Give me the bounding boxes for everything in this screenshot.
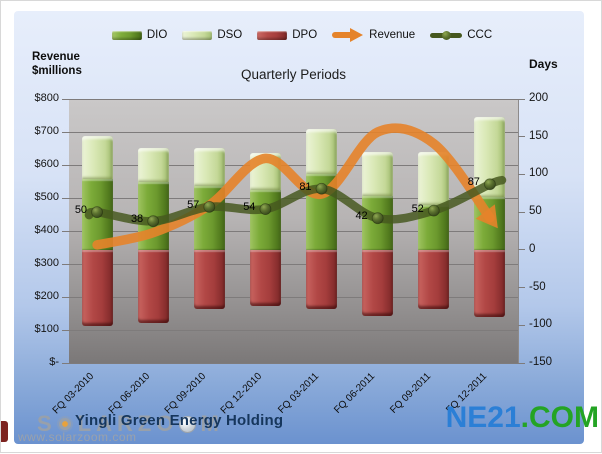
right-axis-tick [518, 287, 525, 289]
bar-segment-dpo [81, 249, 113, 327]
right-axis-tick [518, 211, 525, 213]
x-axis-label: FQ 06-2011 [331, 370, 377, 416]
right-axis-tick [518, 362, 525, 364]
left-axis-tick-label: $700 [34, 125, 59, 137]
right-axis-tick [518, 98, 525, 100]
right-axis-tick [518, 173, 525, 175]
legend-label-revenue: Revenue [369, 29, 416, 41]
right-axis-tick [518, 136, 525, 138]
ccc-data-label: 38 [130, 213, 144, 226]
bar-segment-dio [249, 189, 281, 250]
dso-swatch-icon [182, 30, 213, 40]
globe-icon [178, 415, 196, 433]
right-axis-tick-label: -50 [529, 280, 546, 293]
bar-segment-dso [81, 135, 113, 179]
legend-item-dio: DIO [111, 29, 168, 41]
left-axis-tick-label: $600 [34, 158, 59, 170]
revenue-arrow-icon [332, 28, 364, 42]
gridline [62, 230, 518, 232]
ccc-data-label: 50 [74, 204, 88, 217]
solarzoom-watermark: S LARZO M [37, 411, 224, 436]
left-axis-tick-label: $500 [34, 191, 59, 203]
bar-segment-dpo [474, 249, 506, 317]
x-axis-label: FQ 09-2011 [388, 370, 433, 416]
left-axis-tick-label: $200 [34, 290, 59, 302]
gridline [62, 197, 518, 199]
right-axis-tick-label: 50 [529, 205, 542, 218]
bar-segment-dpo [306, 249, 338, 310]
ne21-logo-primary: NE21 [445, 401, 521, 434]
footer-title: Yingli Green Energy Holding [75, 412, 284, 429]
ne21-logo-suffix: .COM [520, 401, 599, 434]
ccc-data-label: 52 [411, 202, 424, 215]
left-axis-tick-label: $300 [34, 257, 59, 269]
ne21-logo: NE21.COM [446, 401, 599, 435]
left-axis-title-line1: Revenue [32, 51, 80, 63]
right-axis-tick [518, 324, 525, 326]
right-axis-tick-label: 150 [529, 129, 549, 142]
right-axis-tick-label: 0 [529, 242, 536, 255]
bar-segment-dpo [193, 249, 225, 309]
dio-swatch-icon [111, 30, 142, 40]
bar-segment-dpo [418, 249, 450, 309]
legend: DIO DSO DPO Revenue CCC [1, 28, 602, 42]
right-axis-tick [518, 249, 525, 251]
bar-segment-dso [137, 148, 169, 182]
bar-segment-dso [193, 148, 225, 186]
ccc-line-icon [430, 30, 463, 40]
gridline [62, 98, 518, 100]
right-axis-tick-label: -100 [529, 318, 553, 331]
right-axis-tick-label: -150 [529, 356, 553, 368]
solarzoom-url: www.solarzoom.com [18, 430, 137, 444]
left-axis-tick-label: $100 [34, 323, 59, 335]
ccc-data-label: 42 [355, 210, 368, 223]
gridline [62, 263, 518, 265]
right-axis-tick-label: 200 [529, 92, 549, 104]
legend-label-dpo: DPO [292, 29, 318, 41]
legend-label-dso: DSO [217, 29, 243, 41]
right-axis-tick-label: 100 [529, 167, 549, 180]
gridline [62, 296, 518, 298]
legend-label-ccc: CCC [467, 29, 493, 41]
gridline [62, 131, 518, 133]
sun-icon [56, 416, 73, 432]
left-axis-tick-label: $800 [34, 92, 59, 104]
legend-item-ccc: CCC [430, 29, 492, 41]
left-axis-tick-label: $- [49, 356, 59, 368]
bar-segment-dio [474, 197, 506, 250]
ccc-data-label: 81 [299, 180, 312, 193]
ccc-data-label: 54 [243, 201, 256, 214]
gridline [62, 362, 518, 364]
bar-segment-dpo [362, 249, 394, 317]
gridline [62, 329, 518, 331]
ccc-data-label: 57 [187, 198, 200, 211]
chart-title: Quarterly Periods [240, 67, 347, 82]
bar-segment-dpo [249, 249, 281, 306]
bar-segment-dpo [137, 249, 169, 323]
ccc-data-label: 87 [467, 176, 480, 189]
left-axis-title-line2: $millions [32, 65, 82, 77]
legend-item-revenue: Revenue [332, 28, 415, 42]
left-axis-tick-label: $400 [34, 224, 59, 236]
left-axis-title: Revenue $millions [32, 50, 82, 78]
bar-segment-dio [193, 185, 225, 250]
bar-segment-dso [362, 151, 394, 196]
legend-label-dio: DIO [146, 29, 168, 41]
right-axis-title: Days [529, 57, 558, 71]
legend-item-dpo: DPO [257, 29, 317, 41]
bar-segment-dso [306, 129, 338, 175]
legend-item-dso: DSO [182, 29, 242, 41]
gridline [62, 164, 518, 166]
dpo-swatch-icon [257, 30, 288, 40]
watermark-edge-mark [1, 421, 8, 442]
